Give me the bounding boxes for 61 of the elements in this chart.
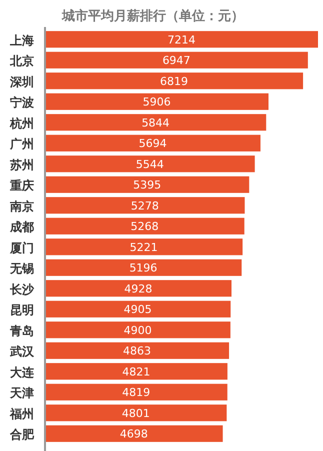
data-label: 4863 xyxy=(123,344,152,358)
y-tick-label: 长沙 xyxy=(9,282,35,296)
y-tick-label: 杭州 xyxy=(9,116,34,130)
data-label: 6947 xyxy=(162,54,190,68)
data-label: 4928 xyxy=(124,282,152,296)
y-tick-label: 厦门 xyxy=(9,240,34,255)
bar xyxy=(45,238,243,256)
bar xyxy=(45,197,245,214)
y-tick-label: 武汉 xyxy=(9,344,35,359)
data-label: 5544 xyxy=(136,158,164,171)
bar xyxy=(45,363,228,380)
bar xyxy=(45,280,232,297)
y-tick-label: 天津 xyxy=(9,386,34,400)
bar xyxy=(45,52,308,68)
bar xyxy=(45,134,260,152)
bar xyxy=(45,384,228,400)
bar xyxy=(45,322,230,338)
y-tick-label: 大连 xyxy=(10,365,35,380)
y-tick-label: 福州 xyxy=(9,406,34,421)
bar xyxy=(45,259,242,276)
data-label: 4819 xyxy=(122,386,150,400)
y-tick-label: 合肥 xyxy=(9,428,35,442)
bar xyxy=(45,156,255,172)
data-label: 5196 xyxy=(129,262,158,275)
bar xyxy=(45,404,227,422)
y-tick-label: 南京 xyxy=(9,199,34,214)
bar xyxy=(45,342,230,359)
y-tick-label: 上海 xyxy=(9,33,34,48)
data-label: 5906 xyxy=(142,96,171,109)
data-label: 4698 xyxy=(120,428,148,441)
y-tick-label: 苏州 xyxy=(9,158,34,172)
y-tick-label: 无锡 xyxy=(9,262,34,276)
data-label: 5844 xyxy=(142,116,170,130)
y-tick-label: 北京 xyxy=(9,54,34,68)
chart-title: 城市平均月薪排行（单位：元） xyxy=(61,8,244,24)
y-tick-label: 重庆 xyxy=(9,178,34,193)
bar xyxy=(45,176,250,193)
y-tick-label: 成都 xyxy=(9,220,34,234)
y-tick-label: 昆明 xyxy=(10,303,34,318)
y-tick-label: 深圳 xyxy=(9,74,34,89)
data-label: 4801 xyxy=(122,406,150,420)
bar xyxy=(45,425,223,442)
data-label: 7214 xyxy=(168,33,196,46)
y-tick-label: 青岛 xyxy=(9,324,34,338)
data-label: 5268 xyxy=(130,220,159,234)
data-label: 6819 xyxy=(160,74,188,88)
bar xyxy=(45,114,266,131)
data-label: 4821 xyxy=(122,365,150,378)
data-label: 5395 xyxy=(133,178,162,192)
data-label: 5221 xyxy=(130,240,158,254)
bar xyxy=(45,218,244,234)
y-tick-label: 宁波 xyxy=(10,96,35,110)
data-label: 4900 xyxy=(124,324,152,337)
data-label: 4905 xyxy=(124,303,152,316)
bar xyxy=(45,93,268,110)
bar xyxy=(45,72,304,90)
data-label: 5694 xyxy=(138,137,167,150)
data-label: 5278 xyxy=(130,199,159,212)
bar xyxy=(45,31,318,48)
y-tick-label: 广州 xyxy=(9,137,34,152)
bar xyxy=(45,300,231,318)
